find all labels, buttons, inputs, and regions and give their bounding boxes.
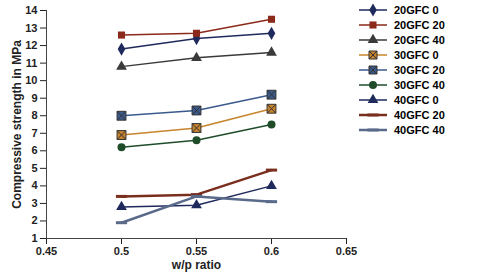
- html-text:20GFC 40: 20GFC 40: [394, 33, 445, 46]
- svg-text:12: 12: [25, 39, 37, 51]
- svg-text:7: 7: [31, 127, 37, 139]
- svg-text:8: 8: [31, 109, 37, 121]
- svg-text:5: 5: [31, 162, 37, 174]
- html-text:30GFC 20: 30GFC 20: [394, 63, 445, 76]
- svg-text:10: 10: [25, 74, 37, 86]
- svg-text:0.65: 0.65: [336, 245, 357, 257]
- svg-text:1: 1: [31, 232, 37, 244]
- svg-text:4: 4: [31, 179, 38, 191]
- html-text:20GFC 0: 20GFC 0: [394, 3, 439, 16]
- html-text:40GFC 0: 40GFC 0: [394, 93, 439, 106]
- svg-text:6: 6: [31, 144, 37, 156]
- html-text:30GFC 40: 30GFC 40: [394, 78, 445, 91]
- svg-text:13: 13: [25, 22, 37, 34]
- svg-text:0.45: 0.45: [36, 245, 57, 257]
- svg-text:0.55: 0.55: [186, 245, 207, 257]
- svg-text:11: 11: [26, 57, 38, 69]
- svg-text:2: 2: [31, 214, 37, 226]
- svg-text:Compressive strength in MPa: Compressive strength in MPa: [10, 40, 24, 209]
- html-text:40GFC 40: 40GFC 40: [394, 123, 445, 136]
- html-text:40GFC 20: 40GFC 20: [394, 108, 445, 121]
- svg-text:0.5: 0.5: [114, 245, 129, 257]
- svg-text:14: 14: [25, 4, 38, 16]
- html-text:20GFC 20: 20GFC 20: [394, 18, 445, 31]
- svg-text:w/p ratio: w/p ratio: [171, 258, 221, 272]
- svg-text:0.6: 0.6: [264, 245, 279, 257]
- svg-text:3: 3: [31, 197, 37, 209]
- svg-text:9: 9: [31, 92, 37, 104]
- html-text:30GFC 0: 30GFC 0: [394, 48, 439, 61]
